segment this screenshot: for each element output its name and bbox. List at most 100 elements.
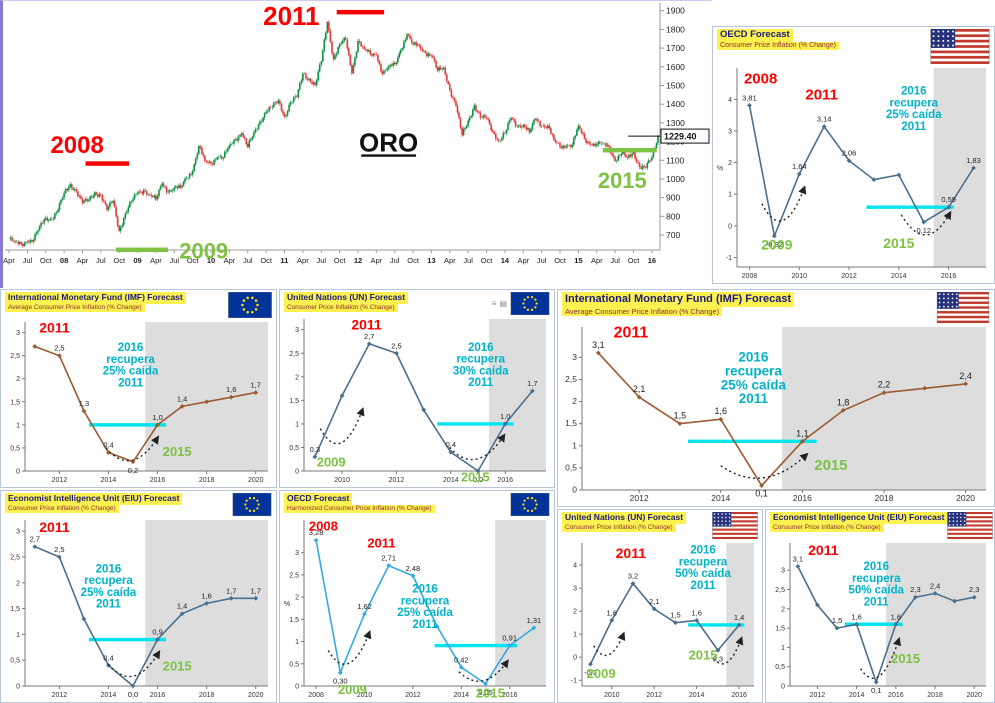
svg-text:Apr: Apr bbox=[3, 256, 15, 265]
chart-toolbar-icon[interactable]: ≡ bbox=[491, 298, 497, 308]
recovery-arrow bbox=[319, 407, 365, 445]
svg-text:-1: -1 bbox=[726, 255, 732, 262]
data-series bbox=[32, 544, 259, 689]
svg-text:2012: 2012 bbox=[841, 273, 857, 280]
svg-text:0,05: 0,05 bbox=[478, 688, 493, 697]
un-us-box: United Nations (UN) Forecast Consumer Pri… bbox=[557, 509, 763, 703]
svg-text:2,4: 2,4 bbox=[959, 371, 972, 381]
chart-header: OECD Forecast Harmonized Consumer Price I… bbox=[280, 491, 554, 516]
svg-text:2,7: 2,7 bbox=[30, 535, 40, 544]
svg-text:1,4: 1,4 bbox=[177, 394, 187, 403]
svg-text:1,5: 1,5 bbox=[289, 398, 299, 405]
svg-text:2,5: 2,5 bbox=[54, 344, 64, 353]
svg-text:2012: 2012 bbox=[630, 493, 649, 503]
svg-text:2016: 2016 bbox=[150, 692, 166, 699]
eiu-eu-forecast-chart: Economist Intelligence Unit (EIU) Foreca… bbox=[0, 490, 277, 703]
chart-title-block: United Nations (UN) Forecast Consumer Pri… bbox=[562, 512, 687, 532]
oecd-eu-box: OECD Forecast Harmonized Consumer Price I… bbox=[279, 490, 555, 703]
eu-flag-icon bbox=[232, 493, 272, 516]
chart-annotation: 2011 bbox=[39, 320, 70, 336]
svg-text:0: 0 bbox=[728, 223, 732, 230]
chart-annotation: 2011 bbox=[739, 391, 769, 406]
candlestick-plot[interactable]: 7008009001000110012001300140015001600170… bbox=[3, 1, 712, 288]
svg-text:1900: 1900 bbox=[666, 6, 685, 16]
svg-text:1: 1 bbox=[16, 422, 20, 429]
svg-text:2,1: 2,1 bbox=[649, 597, 659, 606]
svg-text:2016: 2016 bbox=[497, 477, 513, 484]
imf-us-forecast-chart: International Monetary Fund (IMF) Foreca… bbox=[557, 289, 995, 507]
chart-annotation: 2009 bbox=[179, 239, 228, 264]
svg-text:1500: 1500 bbox=[666, 81, 685, 91]
svg-text:4: 4 bbox=[728, 97, 732, 104]
svg-text:0,1: 0,1 bbox=[755, 489, 768, 499]
svg-text:Jul: Jul bbox=[390, 256, 400, 265]
svg-text:1,64: 1,64 bbox=[792, 162, 807, 171]
svg-text:700: 700 bbox=[666, 230, 680, 240]
svg-text:1,5: 1,5 bbox=[670, 611, 680, 620]
svg-text:3,81: 3,81 bbox=[742, 93, 757, 102]
chart-annotation: 2008 bbox=[744, 70, 777, 87]
point-labels: 3,28 0,30 1,62 2,71 2,48 0,42 0,05 0,91 1,31 bbox=[309, 528, 541, 697]
svg-text:900: 900 bbox=[666, 193, 680, 203]
chart-annotation: recupera bbox=[852, 573, 901, 585]
svg-text:1,5: 1,5 bbox=[10, 606, 20, 613]
chart-title: OECD Forecast bbox=[717, 29, 793, 42]
chart-annotation: 2015 bbox=[689, 648, 718, 663]
chart-toolbar-icon[interactable]: ▤ bbox=[499, 298, 507, 308]
svg-text:0,12: 0,12 bbox=[916, 226, 931, 235]
svg-text:2010: 2010 bbox=[357, 692, 373, 699]
chart-annotation: 2015 bbox=[598, 168, 647, 193]
chart-plot-area: -1 0 1 2 3 4 2008 2010 2012 2014 2016% 3,81 -0,32 1,6… bbox=[717, 68, 986, 280]
svg-text:2,5: 2,5 bbox=[10, 353, 20, 360]
chart-annotation: 2011 bbox=[96, 599, 122, 611]
svg-text:Apr: Apr bbox=[224, 256, 236, 265]
recovery-arrow bbox=[107, 650, 161, 678]
svg-text:0,9: 0,9 bbox=[152, 628, 162, 637]
svg-text:1600: 1600 bbox=[666, 62, 685, 72]
svg-text:2014: 2014 bbox=[711, 493, 730, 503]
chart-annotation: 2015 bbox=[891, 651, 920, 666]
svg-text:2016: 2016 bbox=[941, 273, 957, 280]
svg-text:1: 1 bbox=[295, 421, 299, 428]
svg-text:1,6: 1,6 bbox=[851, 612, 861, 621]
svg-text:2,5: 2,5 bbox=[391, 341, 401, 350]
svg-text:0,5: 0,5 bbox=[289, 445, 299, 452]
svg-text:2008: 2008 bbox=[742, 273, 758, 280]
chart-annotation: 2011 bbox=[901, 121, 927, 133]
svg-text:1,8: 1,8 bbox=[837, 397, 850, 407]
chart-header-right bbox=[947, 512, 994, 539]
chart-annotation: 25% caída bbox=[81, 587, 137, 599]
svg-text:1,62: 1,62 bbox=[357, 602, 372, 611]
svg-text:1,0: 1,0 bbox=[500, 412, 510, 421]
svg-text:2020: 2020 bbox=[248, 692, 264, 699]
svg-text:2,1: 2,1 bbox=[633, 384, 646, 394]
svg-text:1,7: 1,7 bbox=[527, 379, 537, 388]
forecast-shaded-region bbox=[488, 319, 546, 471]
chart-title: International Monetary Fund (IMF) Foreca… bbox=[562, 292, 795, 307]
svg-text:0,5: 0,5 bbox=[289, 661, 299, 668]
svg-text:1700: 1700 bbox=[666, 43, 685, 53]
axes: -1 0 1 2 3 4 2010 2012 2014 2016 bbox=[571, 543, 754, 699]
svg-text:3: 3 bbox=[295, 327, 299, 334]
svg-text:0,0: 0,0 bbox=[473, 475, 483, 484]
gold-price-candlestick-chart[interactable]: 7008009001000110012001300140015001600170… bbox=[0, 0, 712, 288]
svg-text:13: 13 bbox=[427, 256, 435, 265]
chart-annotation: 2016 bbox=[118, 342, 144, 354]
svg-text:1,6: 1,6 bbox=[691, 608, 701, 617]
forecast-shaded-region bbox=[495, 520, 546, 686]
svg-text:2,48: 2,48 bbox=[406, 564, 421, 573]
svg-text:3: 3 bbox=[572, 352, 577, 362]
recovery-arrow bbox=[713, 636, 744, 665]
svg-text:2016: 2016 bbox=[888, 692, 904, 699]
chart-plot-area: 0 0,5 1 1,5 2 2,5 3 2012 2014 2016 2018 2020 3,1 1,5 1… bbox=[775, 542, 986, 699]
last-price: 1229.40 bbox=[664, 132, 697, 142]
svg-text:1: 1 bbox=[573, 632, 577, 639]
svg-text:Jul: Jul bbox=[23, 256, 33, 265]
svg-text:Jul: Jul bbox=[463, 256, 473, 265]
svg-text:0,4: 0,4 bbox=[103, 653, 113, 662]
chart-header: Economist Intelligence Unit (EIU) Foreca… bbox=[766, 510, 994, 539]
recovery-arrow bbox=[448, 433, 506, 461]
data-series bbox=[747, 102, 976, 239]
chart-header-right bbox=[930, 29, 990, 64]
chart-annotation: 2015 bbox=[461, 469, 490, 484]
